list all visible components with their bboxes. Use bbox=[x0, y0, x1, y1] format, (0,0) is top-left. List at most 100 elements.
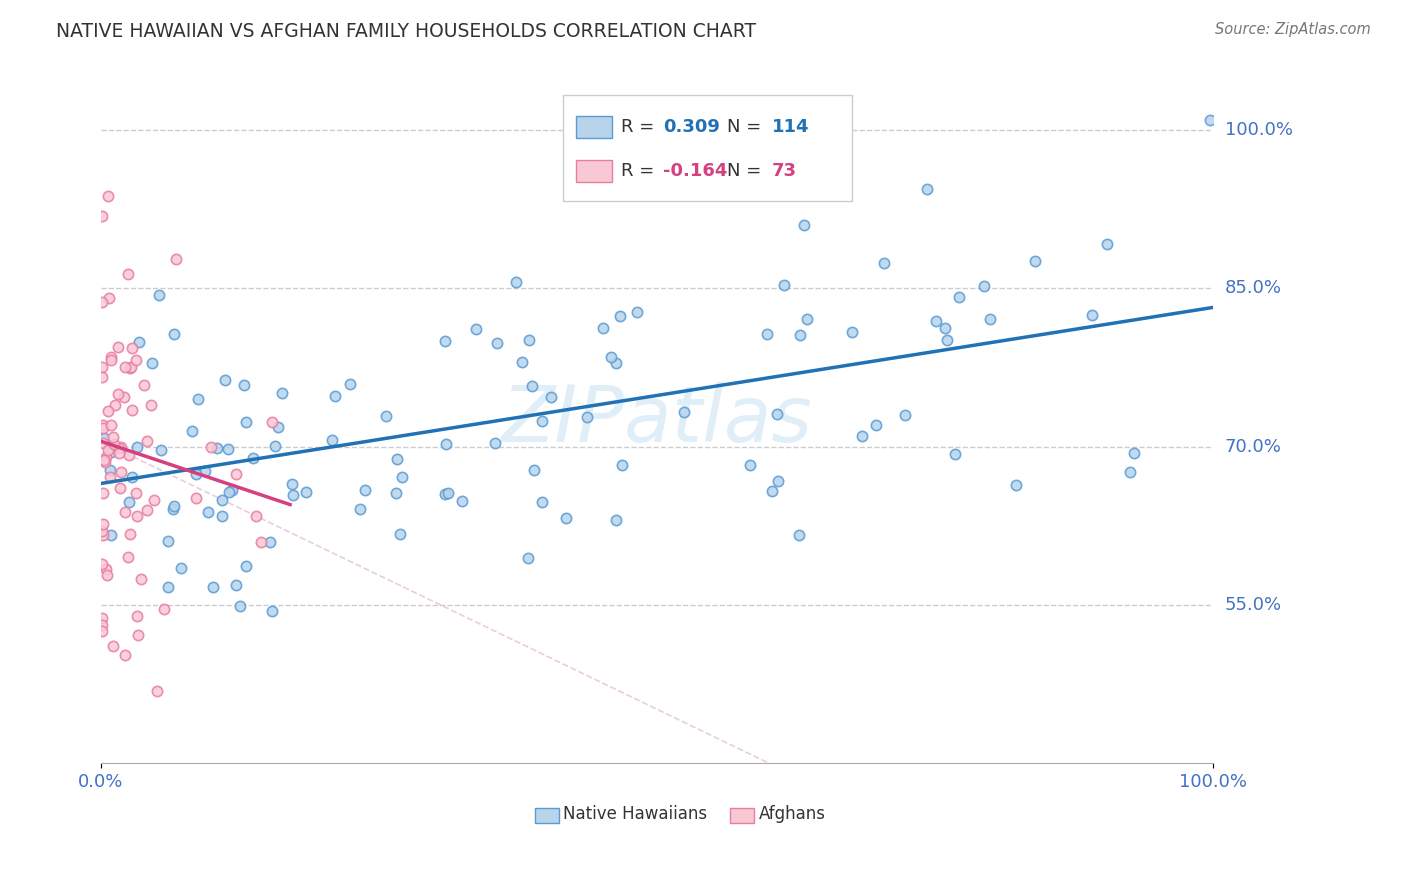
Point bbox=[433, 487, 456, 501]
Point bbox=[100, 470, 122, 484]
Point bbox=[134, 378, 156, 392]
FancyBboxPatch shape bbox=[562, 95, 852, 201]
Point bbox=[91, 485, 114, 500]
Point bbox=[765, 408, 787, 422]
Point bbox=[841, 325, 863, 339]
Point bbox=[434, 437, 457, 451]
Point bbox=[197, 504, 219, 518]
Point bbox=[250, 535, 273, 549]
Point bbox=[1122, 446, 1144, 460]
Point bbox=[217, 442, 239, 456]
Point bbox=[100, 445, 122, 459]
Point bbox=[103, 436, 125, 450]
Point bbox=[125, 509, 148, 524]
Point bbox=[184, 467, 207, 482]
Point bbox=[97, 404, 120, 418]
Point bbox=[91, 524, 114, 538]
Point bbox=[200, 440, 222, 454]
Point bbox=[146, 684, 169, 698]
Point bbox=[787, 528, 810, 542]
Point bbox=[162, 502, 184, 516]
Point bbox=[112, 390, 135, 404]
Point bbox=[233, 377, 256, 392]
Point bbox=[761, 484, 783, 499]
Point bbox=[451, 493, 474, 508]
Point bbox=[349, 502, 371, 516]
Point bbox=[194, 464, 217, 478]
Point bbox=[626, 305, 648, 319]
Point bbox=[94, 562, 117, 576]
Point bbox=[121, 341, 143, 355]
Point bbox=[211, 508, 233, 523]
Point bbox=[464, 322, 486, 336]
Point bbox=[592, 321, 614, 335]
Point bbox=[96, 450, 118, 465]
Point bbox=[125, 485, 148, 500]
Point bbox=[510, 354, 533, 368]
Point bbox=[117, 267, 139, 281]
Point bbox=[354, 483, 377, 498]
Text: Source: ZipAtlas.com: Source: ZipAtlas.com bbox=[1215, 22, 1371, 37]
Point bbox=[91, 435, 114, 450]
Point bbox=[773, 278, 796, 293]
Point bbox=[523, 463, 546, 477]
Point bbox=[117, 549, 139, 564]
Point bbox=[485, 336, 508, 351]
Point bbox=[90, 295, 112, 310]
Point bbox=[214, 373, 236, 387]
Point bbox=[385, 451, 408, 466]
Text: 100.0%: 100.0% bbox=[1225, 121, 1292, 139]
Point bbox=[540, 390, 562, 404]
Text: ZIPatlas: ZIPatlas bbox=[502, 382, 813, 458]
Point bbox=[93, 431, 115, 445]
Point bbox=[242, 451, 264, 466]
Point bbox=[101, 430, 124, 444]
Point bbox=[605, 356, 627, 370]
Point bbox=[101, 640, 124, 654]
Point bbox=[339, 377, 361, 392]
Text: N =: N = bbox=[727, 118, 768, 136]
Point bbox=[141, 355, 163, 369]
Point bbox=[1119, 465, 1142, 479]
Point bbox=[96, 442, 118, 457]
Point bbox=[114, 505, 136, 519]
Point bbox=[120, 361, 142, 376]
FancyBboxPatch shape bbox=[534, 807, 560, 822]
Point bbox=[90, 611, 112, 625]
Point bbox=[98, 291, 121, 305]
Point bbox=[436, 486, 458, 500]
FancyBboxPatch shape bbox=[730, 807, 754, 822]
Point bbox=[120, 360, 142, 375]
Point bbox=[766, 474, 789, 488]
Point bbox=[165, 252, 187, 266]
Point bbox=[516, 550, 538, 565]
Point bbox=[796, 312, 818, 326]
Point bbox=[605, 513, 627, 527]
Point bbox=[156, 534, 179, 549]
Point bbox=[180, 424, 202, 438]
Point bbox=[281, 488, 304, 502]
Point bbox=[555, 511, 578, 525]
Point bbox=[163, 326, 186, 341]
Point bbox=[100, 350, 122, 364]
Text: 114: 114 bbox=[772, 118, 810, 136]
Point bbox=[96, 567, 118, 582]
Point bbox=[229, 599, 252, 614]
Point bbox=[917, 182, 939, 196]
Point bbox=[186, 392, 208, 407]
Point bbox=[127, 609, 149, 624]
Point bbox=[262, 604, 284, 618]
Point bbox=[934, 321, 956, 335]
Point bbox=[90, 624, 112, 638]
Point bbox=[90, 209, 112, 223]
Point bbox=[91, 421, 114, 435]
Point bbox=[221, 483, 243, 497]
Text: 55.0%: 55.0% bbox=[1225, 596, 1282, 614]
Point bbox=[259, 535, 281, 549]
Point bbox=[121, 470, 143, 484]
Point bbox=[100, 418, 122, 433]
Point bbox=[673, 404, 696, 418]
Point bbox=[93, 455, 115, 469]
Point bbox=[150, 443, 173, 458]
Point bbox=[93, 528, 115, 542]
